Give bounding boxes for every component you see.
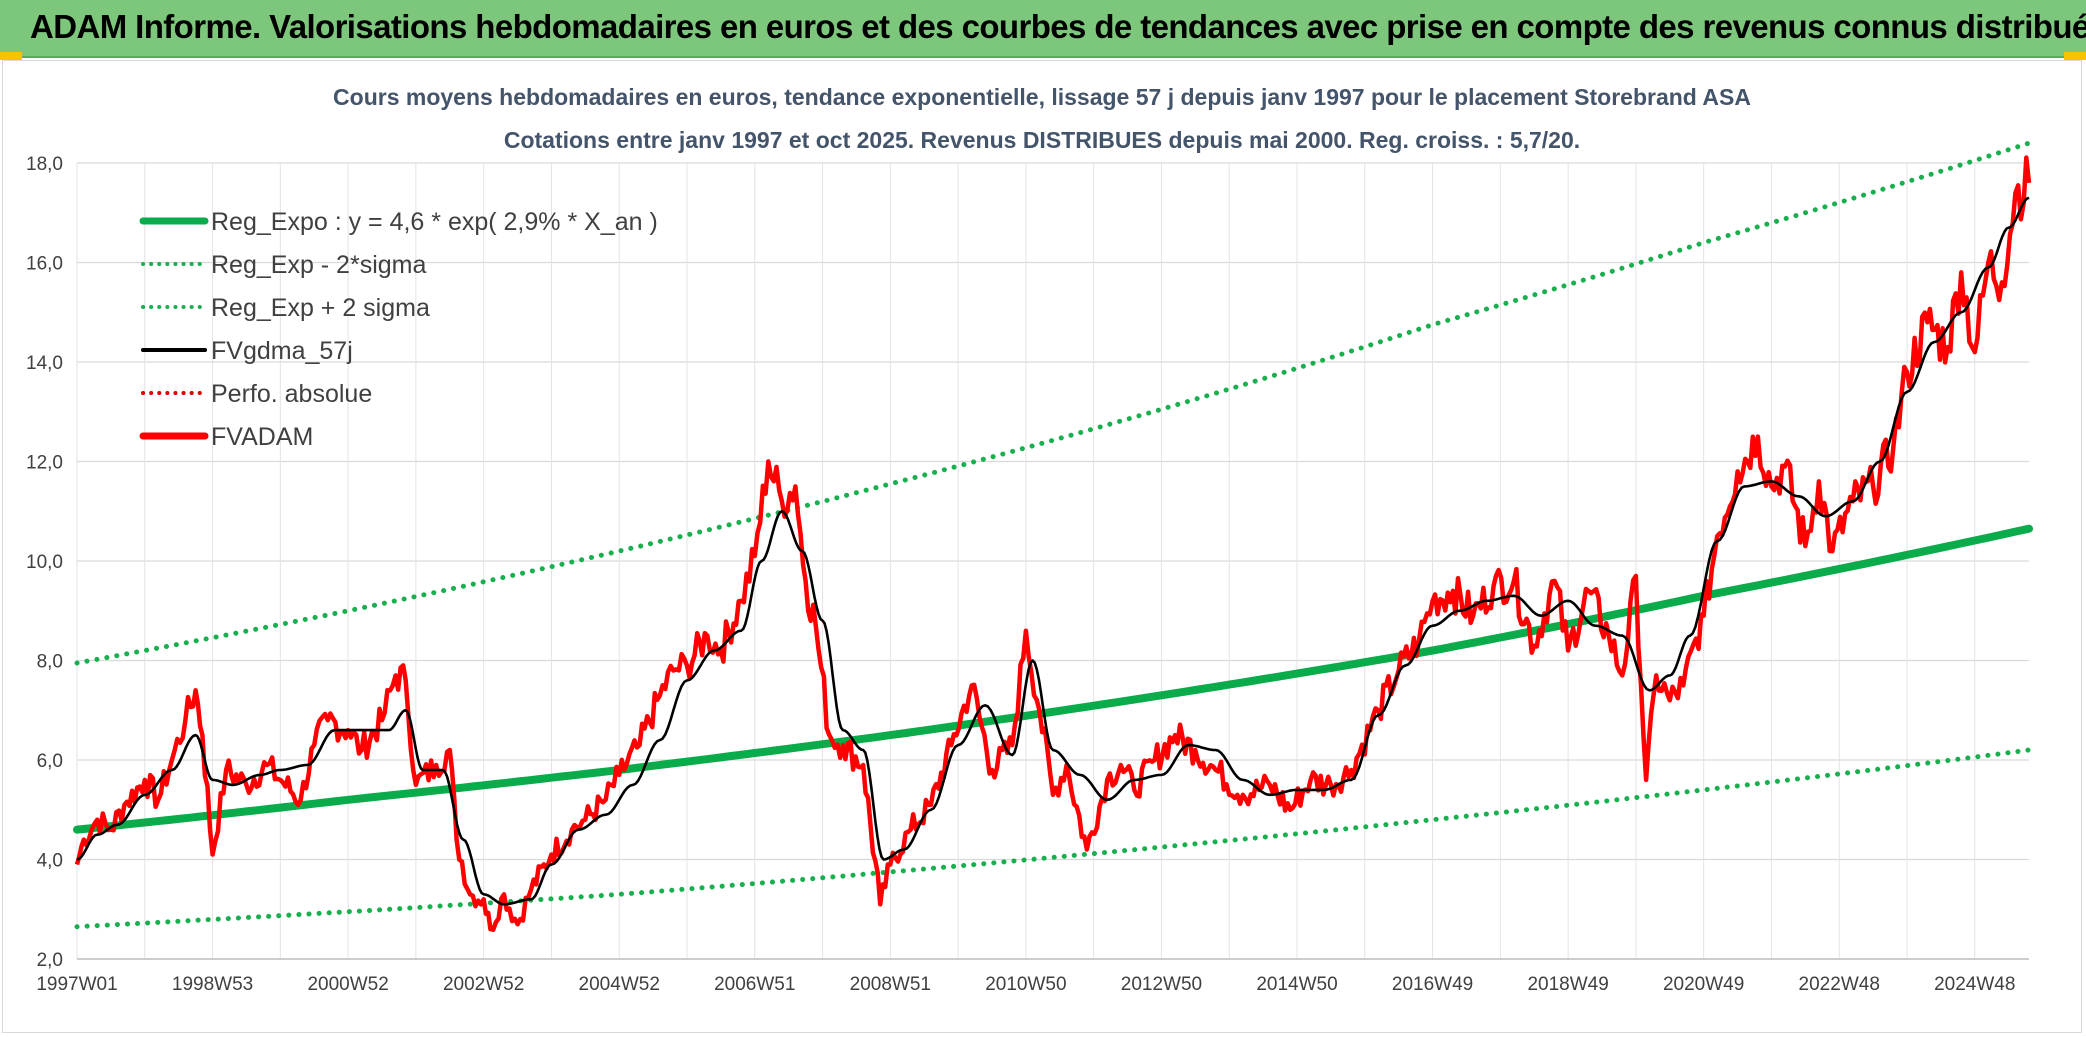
x-tick-label: 2006W51 xyxy=(714,974,795,995)
legend-label: Reg_Expo : y = 4,6 * exp( 2,9% * X_an ) xyxy=(211,208,658,236)
legend-label: Reg_Exp + 2 sigma xyxy=(211,294,430,322)
legend-label: FVADAM xyxy=(211,423,313,451)
y-tick-label: 12,0 xyxy=(26,453,63,474)
x-tick-label: 2024W48 xyxy=(1934,974,2015,995)
y-axis-ticks: 2,0 4,0 6,0 8,0 10,0 12,0 14,0 16,0 18,0 xyxy=(26,154,63,971)
x-tick-label: 2012W50 xyxy=(1121,974,1202,995)
corner-accent-right xyxy=(2064,52,2086,60)
corner-accent-left xyxy=(0,52,22,60)
y-tick-label: 4,0 xyxy=(37,851,63,872)
x-tick-label: 2020W49 xyxy=(1663,974,1744,995)
y-tick-label: 6,0 xyxy=(37,751,63,772)
x-tick-label: 2018W49 xyxy=(1527,974,1608,995)
chart-title: Cours moyens hebdomadaires en euros, ten… xyxy=(333,84,1751,110)
y-tick-label: 2,0 xyxy=(37,950,63,971)
series-fvadam xyxy=(74,155,2032,932)
chart-grid xyxy=(76,162,2029,960)
y-tick-label: 16,0 xyxy=(26,254,63,275)
legend-label: FVgdma_57j xyxy=(211,337,353,365)
series-reg-exp-plus-2-sigma xyxy=(74,140,2032,666)
plot-area xyxy=(73,140,2033,932)
y-tick-label: 18,0 xyxy=(26,154,63,175)
series-reg-exp-minus-2-sigma xyxy=(74,747,2032,930)
legend-label: Reg_Exp - 2*sigma xyxy=(211,251,426,279)
legend-label: Perfo. absolue xyxy=(211,380,372,408)
x-tick-label: 2000W52 xyxy=(307,974,388,995)
y-tick-label: 14,0 xyxy=(26,353,63,374)
series-fvgdma-57j xyxy=(76,196,2030,906)
x-tick-label: 2008W51 xyxy=(850,974,931,995)
series-reg-expo xyxy=(73,524,2033,834)
chart-subtitle: Cotations entre janv 1997 et oct 2025. R… xyxy=(504,127,1580,153)
report-banner: ADAM Informe. Valorisations hebdomadaire… xyxy=(0,0,2086,58)
x-tick-label: 2004W52 xyxy=(579,974,660,995)
x-tick-label: 1997W01 xyxy=(36,974,117,995)
x-tick-label: 2016W49 xyxy=(1392,974,1473,995)
line-chart: Cours moyens hebdomadaires en euros, ten… xyxy=(26,84,2033,995)
x-axis-ticks: 1997W01 1998W53 2000W52 2002W52 2004W52 2006W… xyxy=(36,974,2015,995)
chart-legend: Reg_Expo : y = 4,6 * exp( 2,9% * X_an ) R… xyxy=(139,208,658,451)
chart-area-frame: Cours moyens hebdomadaires en euros, ten… xyxy=(2,60,2082,1033)
x-tick-label: 2014W50 xyxy=(1256,974,1337,995)
y-tick-label: 8,0 xyxy=(37,652,63,673)
x-tick-label: 2010W50 xyxy=(985,974,1066,995)
y-tick-label: 10,0 xyxy=(26,552,63,573)
x-tick-label: 2002W52 xyxy=(443,974,524,995)
report-banner-title: ADAM Informe. Valorisations hebdomadaire… xyxy=(30,8,2086,45)
x-tick-label: 1998W53 xyxy=(172,974,253,995)
x-tick-label: 2022W48 xyxy=(1799,974,1880,995)
